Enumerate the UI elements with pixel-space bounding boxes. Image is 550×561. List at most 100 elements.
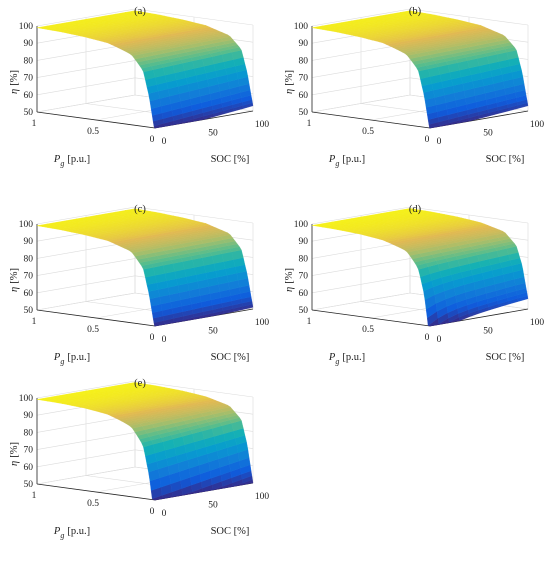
surface-patch: [125, 382, 141, 386]
z-axis-symbol: η: [284, 89, 295, 94]
z-tick-label: 90: [299, 237, 309, 247]
soc-tick-label: 50: [208, 501, 218, 511]
z-tick-label: 80: [24, 428, 34, 438]
soc-tick-label: 50: [483, 327, 493, 337]
z-tick-label: 60: [24, 463, 34, 473]
p-tick-label: 1: [307, 119, 312, 129]
p-axis-unit: [p.u.]: [342, 154, 365, 165]
p-axis-unit: [p.u.]: [67, 352, 90, 363]
z-tick-label: 60: [299, 289, 309, 299]
soc-tick-label: 100: [255, 318, 270, 328]
p-axis-symbol: P: [328, 352, 336, 363]
chart-panel-e: 50 60 70 80 90 100 1 0.5 0 0 50 100 Pg [p.u.] SOC [%] η…: [9, 378, 269, 540]
p-tick-label: 1: [32, 491, 37, 501]
z-tick-label: 100: [19, 394, 34, 404]
z-axis-unit: [%]: [284, 268, 295, 284]
panel-title: (b): [409, 6, 422, 17]
p-axis-unit: [p.u.]: [67, 154, 90, 165]
surface-patch: [400, 208, 416, 212]
p-tick-label: 0: [150, 333, 155, 343]
p-tick-label: 0: [150, 135, 155, 145]
surface-patch: [400, 10, 416, 14]
panel-title: (e): [134, 378, 146, 389]
p-axis-unit: [p.u.]: [342, 352, 365, 363]
p-axis-symbol: P: [328, 154, 336, 165]
soc-tick-label: 0: [162, 137, 167, 147]
panel-title: (d): [409, 204, 422, 215]
z-tick-label: 50: [24, 306, 34, 316]
soc-tick-label: 50: [208, 327, 218, 337]
soc-tick-label: 100: [255, 120, 270, 130]
z-tick-label: 90: [24, 39, 34, 49]
z-axis-label: η [%]: [9, 70, 20, 94]
panel-title: (c): [134, 204, 146, 215]
soc-tick-label: 0: [162, 509, 167, 519]
panel-title: (a): [134, 6, 146, 17]
chart-panel-c: 50 60 70 80 90 100 1 0.5 0 0 50 100 Pg [p.u.] SOC [%] η…: [9, 204, 269, 366]
z-tick-label: 60: [24, 91, 34, 101]
p-tick-label: 0: [425, 333, 430, 343]
p-tick-label: 1: [307, 317, 312, 327]
p-axis-line: [36, 309, 156, 327]
p-axis-line: [311, 111, 431, 129]
z-tick-label: 60: [299, 91, 309, 101]
p-axis-label: Pg [p.u.]: [53, 352, 90, 366]
p-tick-label: 1: [32, 317, 37, 327]
p-tick-label: 0: [150, 507, 155, 517]
p-tick-label: 1: [32, 119, 37, 129]
z-axis-label: η [%]: [9, 442, 20, 466]
p-axis-symbol: P: [53, 526, 61, 537]
soc-tick-label: 50: [483, 129, 493, 139]
z-axis-symbol: η: [284, 287, 295, 292]
z-axis-unit: [%]: [9, 268, 20, 284]
p-axis-subscript: g: [335, 159, 339, 168]
z-tick-label: 80: [299, 254, 309, 264]
p-axis-subscript: g: [335, 357, 339, 366]
z-axis-label: η [%]: [284, 70, 295, 94]
p-axis-line: [36, 111, 156, 129]
soc-tick-label: 0: [437, 137, 442, 147]
efficiency-surface: [311, 10, 529, 129]
soc-axis-label: SOC [%]: [486, 154, 525, 165]
z-tick-label: 70: [299, 272, 309, 282]
z-axis-unit: [%]: [9, 70, 20, 86]
z-axis-unit: [%]: [9, 442, 20, 458]
p-tick-label: 0: [425, 135, 430, 145]
efficiency-surface: [36, 208, 254, 327]
z-axis-label: η [%]: [284, 268, 295, 292]
z-tick-label: 60: [24, 289, 34, 299]
z-tick-label: 100: [19, 22, 34, 32]
efficiency-surface: [36, 10, 254, 129]
p-axis-label: Pg [p.u.]: [328, 352, 365, 366]
z-tick-label: 90: [24, 237, 34, 247]
z-tick-label: 50: [24, 480, 34, 490]
z-axis-symbol: η: [9, 89, 20, 94]
z-axis-symbol: η: [9, 461, 20, 466]
p-axis-symbol: P: [53, 154, 61, 165]
p-tick-label: 0.5: [87, 325, 99, 335]
soc-axis-label: SOC [%]: [211, 154, 250, 165]
z-tick-label: 100: [294, 22, 309, 32]
soc-axis-label: SOC [%]: [486, 352, 525, 363]
z-axis-label: η [%]: [9, 268, 20, 292]
p-axis-line: [36, 483, 156, 501]
surface-patch: [125, 10, 141, 14]
chart-panel-a: 50 60 70 80 90 100 1 0.5 0 0 50 100 Pg [p.u.] SOC [%] η…: [9, 6, 269, 168]
z-tick-label: 70: [24, 272, 34, 282]
z-tick-label: 80: [299, 56, 309, 66]
z-tick-label: 70: [24, 446, 34, 456]
z-tick-label: 80: [24, 254, 34, 264]
z-tick-label: 100: [19, 220, 34, 230]
p-axis-subscript: g: [60, 357, 64, 366]
chart-panel-b: 50 60 70 80 90 100 1 0.5 0 0 50 100 Pg [p.u.] SOC [%] η…: [284, 6, 544, 168]
z-axis-symbol: η: [9, 287, 20, 292]
surface-patch: [125, 208, 141, 212]
soc-tick-label: 0: [437, 335, 442, 345]
soc-tick-label: 50: [208, 129, 218, 139]
p-axis-line: [311, 309, 431, 327]
z-tick-label: 70: [299, 74, 309, 84]
p-axis-subscript: g: [60, 159, 64, 168]
z-tick-label: 90: [299, 39, 309, 49]
soc-tick-label: 100: [530, 120, 545, 130]
